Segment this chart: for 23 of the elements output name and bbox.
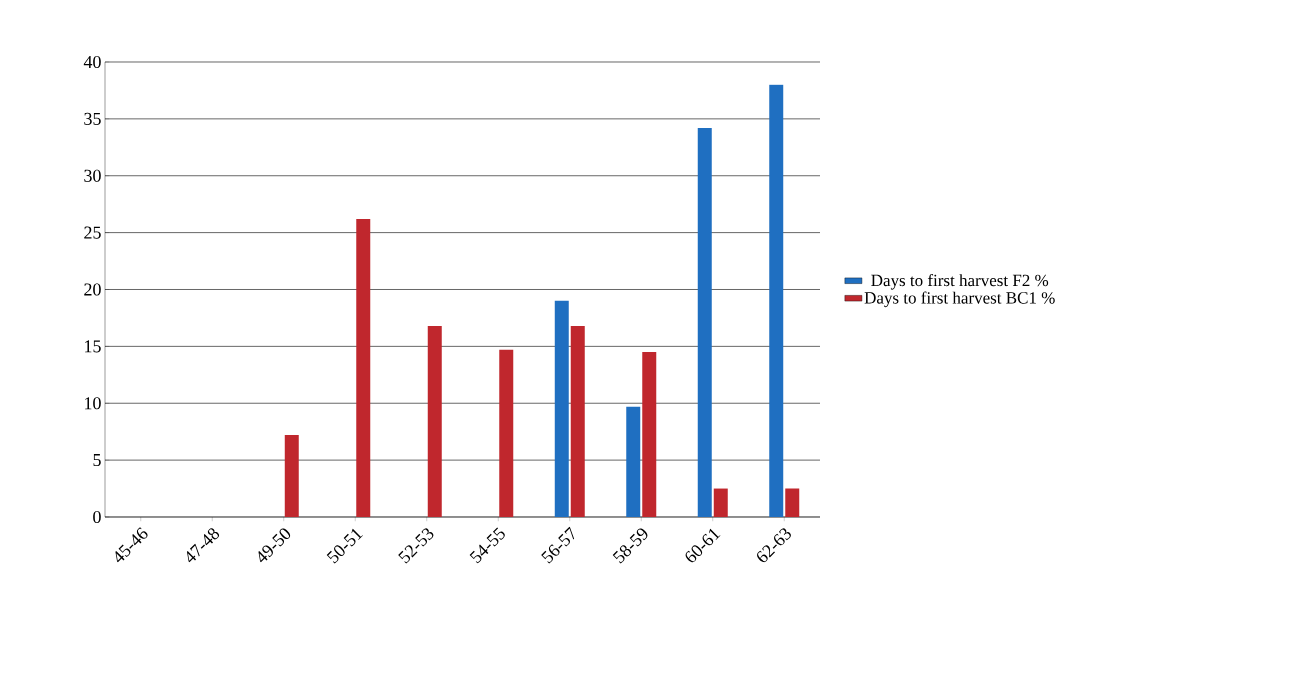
- bar: [554, 300, 569, 517]
- bar: [697, 127, 712, 517]
- bar: [284, 435, 299, 517]
- y-tick-label: 10: [85, 397, 101, 410]
- bar: [642, 352, 657, 517]
- bar: [785, 488, 800, 517]
- bar: [713, 488, 728, 517]
- bar: [356, 218, 371, 517]
- y-tick-label: 20: [84, 283, 101, 296]
- bar: [769, 84, 784, 517]
- y-tick-label: 30: [84, 169, 101, 182]
- y-tick-label: 25: [84, 226, 101, 239]
- legend-label: Days to first harvest BC1 %: [864, 291, 1055, 308]
- y-tick-label: 40: [83, 55, 101, 69]
- bar: [570, 325, 585, 517]
- y-tick-label: 0: [93, 510, 101, 524]
- y-tick-label: 35: [84, 112, 101, 125]
- y-tick-label: 5: [93, 454, 101, 467]
- y-tick-label: 15: [85, 340, 101, 353]
- bar: [499, 349, 514, 517]
- bar: [427, 325, 442, 517]
- legend-label: Days to first harvest F2 %: [871, 274, 1049, 290]
- bar: [626, 406, 641, 517]
